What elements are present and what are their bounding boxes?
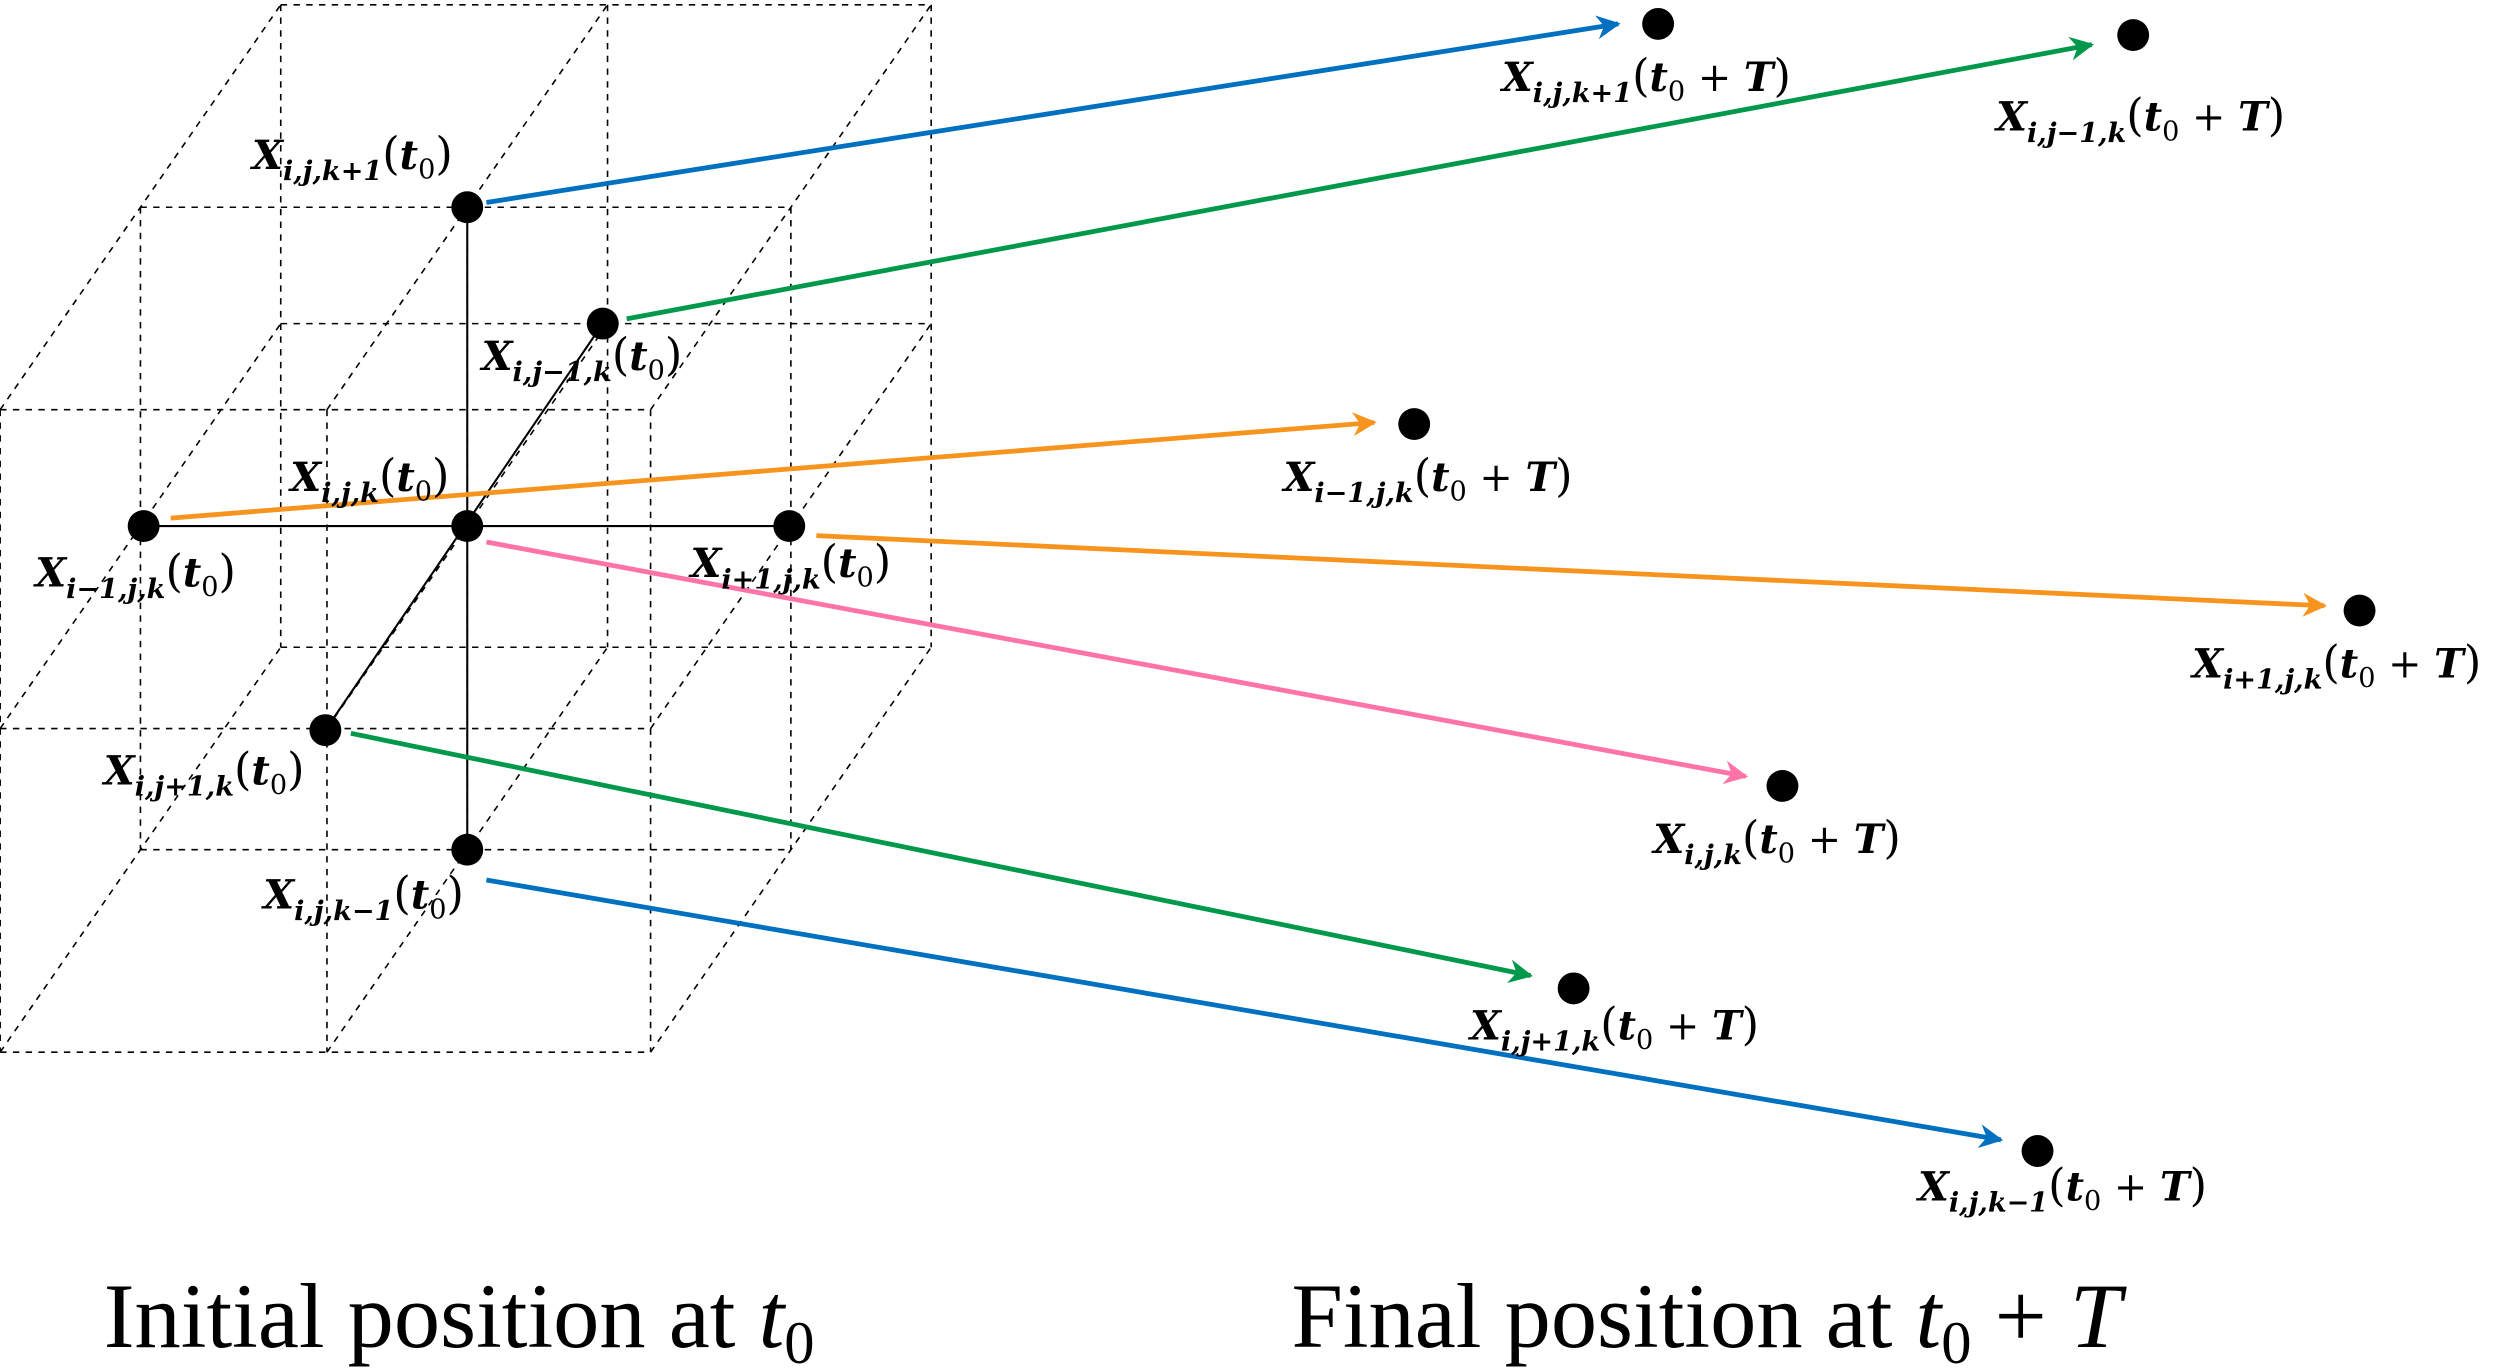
initial-particle-dot xyxy=(451,191,484,224)
initial-particle-dot xyxy=(451,510,484,543)
caption-final: Final position at t0 + T xyxy=(1291,1265,2126,1371)
final-label: Xi,j,k+1(t0 + T) xyxy=(1499,50,1791,109)
initial-label: Xi,j,k−1(t0) xyxy=(260,868,464,927)
initial-particle-dot xyxy=(309,714,342,747)
initial-label: Xi−1,j,k(t0) xyxy=(32,546,236,605)
initial-label: Xi+1,j,k(t0) xyxy=(687,536,891,595)
final-label: Xi−1,j,k(t0 + T) xyxy=(1280,450,1572,509)
final-label: Xi,j,k(t0 + T) xyxy=(1650,812,1901,871)
grid-depth-line xyxy=(0,646,282,1053)
displacement-arrow xyxy=(350,730,1533,984)
displacement-arrow xyxy=(816,533,2327,617)
final-label: Xi,j,k−1(t0 + T) xyxy=(1915,1159,2207,1218)
initial-label: Xi,j−1,k(t0) xyxy=(479,329,683,388)
displacement-arrows xyxy=(170,15,2327,1148)
final-particle-dot xyxy=(1398,408,1431,440)
final-particle-dot xyxy=(2343,594,2376,627)
final-particle-dot xyxy=(2117,19,2150,52)
initial-label: Xi,j,k(t0) xyxy=(287,450,449,509)
displacement-arrow xyxy=(485,539,1749,785)
initial-particle-dot xyxy=(773,510,806,543)
initial-particle-dot xyxy=(451,833,484,866)
particle-labels: Xi,j,k+1(t0) Xi,j,k+1(t0 + T) Xi,j−1,k(t0)… xyxy=(32,50,2481,1219)
displacement-arrow xyxy=(170,412,1377,521)
grid-depth-line xyxy=(649,4,932,411)
displacement-arrow xyxy=(626,36,2095,322)
displacement-arrow xyxy=(486,15,1621,205)
final-label: Xi,j+1,k(t0 + T) xyxy=(1467,998,1759,1057)
initial-particle-dot xyxy=(586,307,619,340)
caption-initial: Initial position at t0 xyxy=(104,1265,815,1371)
final-label: Xi,j−1,k(t0 + T) xyxy=(1993,90,2285,149)
initial-label: Xi,j+1,k(t0) xyxy=(101,743,305,802)
displacement-arrow xyxy=(485,877,2004,1148)
final-particle-dot xyxy=(1642,7,1675,40)
final-particle-dot xyxy=(1557,972,1590,1005)
final-particle-dot xyxy=(2021,1135,2054,1167)
grid-depth-line xyxy=(649,646,932,1053)
grid-depth-line xyxy=(0,4,282,411)
initial-label: Xi,j,k+1(t0) xyxy=(249,128,453,187)
initial-particle-dot xyxy=(127,510,160,543)
final-particle-dot xyxy=(1766,769,1799,802)
final-label: Xi+1,j,k(t0 + T) xyxy=(2189,637,2481,696)
particle-dots xyxy=(127,7,2376,1167)
